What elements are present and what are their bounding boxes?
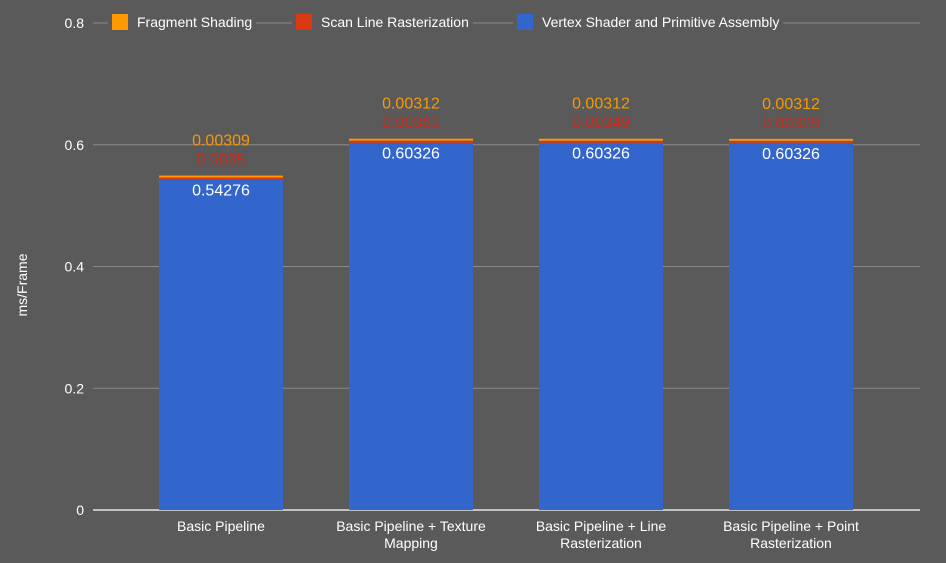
legend-swatch — [517, 14, 533, 30]
data-label: 0.60326 — [762, 146, 820, 163]
y-tick-label: 0.8 — [65, 15, 85, 31]
y-tick-label: 0.4 — [65, 259, 85, 275]
data-label: 0.60326 — [572, 146, 630, 163]
bar-segment[interactable] — [539, 140, 663, 143]
legend-item[interactable]: Fragment Shading — [108, 12, 257, 32]
data-label: 0.00349 — [572, 115, 630, 132]
data-label: 0.00329 — [762, 115, 820, 132]
bars — [159, 138, 853, 510]
legend[interactable]: Fragment Shading Scan Line Rasterization V… — [108, 12, 784, 32]
legend-label: Vertex Shader and Primitive Assembly — [542, 14, 779, 30]
bar-segment[interactable] — [159, 177, 283, 180]
legend-background — [513, 12, 784, 32]
x-tick-label: Basic Pipeline + Point Rasterization — [723, 518, 859, 551]
legend-swatch — [296, 14, 312, 30]
data-label: 0.0035 — [197, 152, 246, 169]
bar-segment[interactable] — [539, 142, 663, 510]
x-tick-label: Basic Pipeline + Texture Mapping — [336, 518, 486, 551]
bar-segment[interactable] — [349, 140, 473, 143]
x-tick-label: Basic Pipeline — [177, 518, 265, 534]
bar-segment[interactable] — [349, 142, 473, 510]
legend-swatch — [112, 14, 128, 30]
data-labels: 0.54276 0.0035 0.00309 0.60326 0.00361 0.0031… — [192, 96, 820, 200]
y-tick-label: 0.2 — [65, 380, 85, 396]
data-label: 0.00312 — [762, 96, 820, 113]
legend-item[interactable]: Vertex Shader and Primitive Assembly — [513, 12, 784, 32]
bar-segment[interactable] — [159, 179, 283, 510]
y-tick-label: 0 — [76, 502, 84, 518]
legend-item[interactable]: Scan Line Rasterization — [292, 12, 473, 32]
y-axis-label: ms/Frame — [14, 253, 30, 316]
axes: 0 0.2 0.4 0.6 0.8 Basic Pipeline Basic Pipelin… — [65, 15, 859, 551]
x-tick-label: Basic Pipeline + Line Rasterization — [536, 518, 667, 551]
legend-background — [292, 12, 473, 32]
data-label: 0.00309 — [192, 133, 250, 150]
data-label: 0.54276 — [192, 183, 250, 200]
data-label: 0.00361 — [382, 115, 440, 132]
data-label: 0.00312 — [572, 96, 630, 113]
legend-label: Scan Line Rasterization — [321, 14, 469, 30]
data-label: 0.60326 — [382, 146, 440, 163]
bar-segment[interactable] — [729, 140, 853, 143]
data-label: 0.00312 — [382, 96, 440, 113]
y-tick-label: 0.6 — [65, 137, 85, 153]
bar-segment[interactable] — [539, 138, 663, 141]
bar-segment[interactable] — [729, 142, 853, 510]
bar-segment[interactable] — [729, 138, 853, 141]
bar-segment[interactable] — [159, 175, 283, 178]
bar-segment[interactable] — [349, 138, 473, 141]
legend-label: Fragment Shading — [137, 14, 252, 30]
legend-background — [108, 12, 257, 32]
